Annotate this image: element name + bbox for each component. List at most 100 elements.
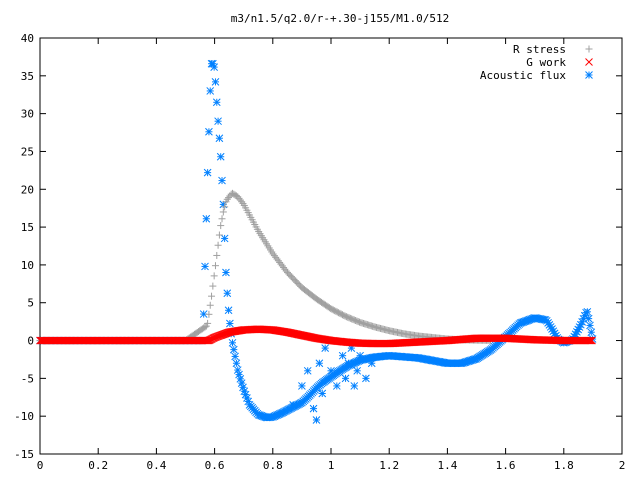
marker-stroke [222, 268, 230, 277]
data-point [224, 306, 233, 315]
data-point [231, 352, 239, 361]
data-point-scatter [350, 382, 359, 390]
data-point [205, 310, 213, 318]
x-tick-label: 2 [619, 459, 626, 472]
marker-stroke [585, 336, 593, 345]
marker-stroke [367, 359, 376, 368]
data-point-scatter [315, 359, 324, 368]
marker-stroke [215, 134, 224, 143]
data-point-scatter [321, 344, 330, 352]
data-point-scatter [353, 366, 362, 375]
data-point [201, 323, 209, 331]
legend-label: G work [526, 56, 566, 69]
marker-stroke [586, 336, 594, 345]
data-point [233, 366, 242, 374]
marker-stroke [327, 366, 335, 375]
data-point [210, 63, 219, 71]
data-point [204, 319, 212, 327]
marker-stroke [350, 382, 359, 390]
x-tick-label: 0.2 [88, 459, 108, 472]
series-acoustic-flux [36, 59, 597, 424]
marker-stroke [584, 314, 593, 323]
data-point [219, 208, 227, 216]
marker-stroke [362, 374, 370, 383]
data-point [588, 336, 596, 345]
data-point [584, 314, 593, 323]
marker-stroke [542, 316, 551, 325]
data-point-scatter [309, 404, 318, 413]
marker-stroke [202, 214, 211, 223]
data-point [583, 307, 592, 316]
marker-stroke [548, 325, 556, 333]
marker-stroke [321, 344, 330, 352]
marker-stroke [549, 327, 558, 336]
marker-stroke [243, 394, 251, 402]
marker-stroke [199, 310, 208, 318]
data-point [586, 336, 594, 345]
marker-stroke [303, 366, 312, 375]
data-point-scatter [327, 366, 335, 375]
marker-stroke [218, 176, 226, 185]
marker-stroke [585, 71, 593, 79]
x-tick-label: 1.4 [437, 459, 457, 472]
data-point-scatter [303, 366, 312, 375]
marker-stroke [210, 63, 219, 71]
data-point [226, 319, 234, 328]
data-point-scatter [312, 416, 321, 424]
data-point [238, 198, 246, 206]
data-point-scatter [341, 374, 350, 383]
data-point [211, 78, 220, 86]
legend-marker [585, 45, 593, 53]
marker-stroke [315, 359, 324, 368]
data-point [203, 168, 212, 177]
marker-stroke [232, 359, 241, 368]
data-point-scatter [362, 374, 370, 383]
data-point [218, 176, 226, 185]
data-point [228, 338, 237, 347]
x-tick-label: 0.8 [263, 459, 283, 472]
marker-stroke [244, 397, 253, 406]
marker-stroke [235, 370, 243, 379]
marker-stroke [239, 383, 247, 392]
data-point [206, 301, 214, 309]
data-point [209, 282, 217, 290]
marker-stroke [338, 351, 347, 360]
data-point [222, 268, 230, 277]
marker-stroke [211, 78, 220, 86]
marker-stroke [237, 379, 246, 387]
legend-marker [585, 71, 593, 79]
data-point [586, 321, 594, 330]
data-point [229, 345, 238, 354]
marker-stroke [240, 387, 249, 396]
marker-stroke [214, 117, 222, 126]
data-point [199, 310, 208, 318]
marker-stroke [341, 374, 350, 383]
y-tick-label: 35 [21, 70, 34, 83]
x-tick-label: 1.6 [496, 459, 516, 472]
data-point-scatter [367, 359, 376, 368]
y-tick-label: 5 [27, 297, 34, 310]
data-point [213, 251, 221, 259]
y-tick-label: 0 [27, 335, 34, 348]
legend-label: Acoustic flux [480, 69, 566, 82]
y-tick-label: 15 [21, 221, 34, 234]
marker-stroke [312, 416, 321, 424]
marker-stroke [224, 306, 233, 315]
marker-stroke [318, 389, 327, 398]
y-tick-label: 25 [21, 145, 34, 158]
y-tick-label: 10 [21, 259, 34, 272]
marker-stroke [586, 321, 594, 330]
marker-stroke [344, 359, 353, 368]
data-point [214, 117, 222, 126]
data-point [218, 215, 226, 223]
data-point [216, 152, 225, 161]
legend-label: R stress [513, 43, 566, 56]
marker-stroke [206, 87, 215, 95]
data-point [208, 292, 216, 300]
marker-stroke [209, 59, 217, 68]
marker-stroke [587, 328, 596, 337]
marker-stroke [546, 323, 555, 331]
data-point [211, 262, 219, 270]
y-tick-label: 20 [21, 183, 34, 196]
